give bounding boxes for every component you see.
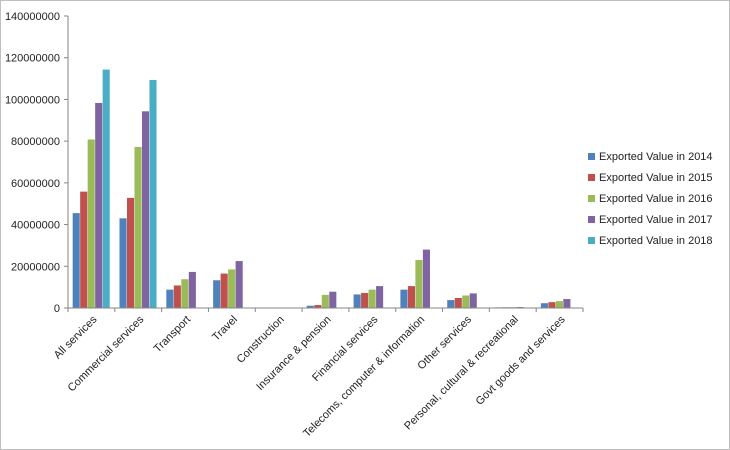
y-tick-label: 40000000 xyxy=(11,220,60,232)
bar xyxy=(555,301,563,308)
bar xyxy=(80,191,88,308)
bar xyxy=(126,197,135,308)
bar xyxy=(376,286,384,308)
legend-label: Exported Value in 2015 xyxy=(599,172,713,184)
legend-label: Exported Value in 2016 xyxy=(599,193,713,205)
x-tick-label: Transport xyxy=(152,314,193,355)
bar xyxy=(149,80,157,308)
bar xyxy=(469,293,477,308)
x-tick-label: Commercial services xyxy=(66,313,147,394)
bar xyxy=(329,291,337,308)
bar xyxy=(173,285,181,308)
bar xyxy=(213,280,221,308)
bar xyxy=(72,213,80,308)
x-tick-label: All services xyxy=(52,313,100,361)
y-tick-label: 0 xyxy=(54,303,60,315)
bar xyxy=(368,289,376,308)
bar xyxy=(188,271,196,308)
bar xyxy=(181,279,189,308)
y-tick-label: 100000000 xyxy=(5,94,60,106)
legend-swatch xyxy=(588,237,595,244)
bar xyxy=(361,292,369,308)
y-tick-label: 120000000 xyxy=(5,53,60,65)
bar xyxy=(87,139,95,308)
bar xyxy=(235,261,243,308)
x-tick-label: Travel xyxy=(210,314,240,344)
bar xyxy=(166,289,174,308)
y-tick-label: 140000000 xyxy=(5,11,60,23)
y-axis: 0 20000000 40000000 60000000 80000000 1000000… xyxy=(5,11,69,315)
bar xyxy=(540,303,548,308)
bar xyxy=(228,269,236,308)
legend-swatch xyxy=(588,153,595,160)
y-tick-label: 20000000 xyxy=(11,261,60,273)
bar xyxy=(321,294,329,308)
bar xyxy=(141,111,150,308)
x-tick-label: Construction xyxy=(235,314,287,366)
bar xyxy=(220,273,228,308)
legend-label: Exported Value in 2014 xyxy=(599,151,713,163)
bar xyxy=(462,295,470,308)
y-tick-label: 80000000 xyxy=(11,136,60,148)
bar xyxy=(548,302,556,308)
legend-swatch xyxy=(588,174,595,181)
y-tick-label: 60000000 xyxy=(11,178,60,190)
bar xyxy=(102,69,110,308)
bar xyxy=(306,305,314,308)
bar xyxy=(353,294,361,308)
bars xyxy=(72,69,571,308)
bar xyxy=(134,146,142,308)
legend-label: Exported Value in 2017 xyxy=(599,214,713,226)
legend-swatch xyxy=(588,195,595,202)
bar xyxy=(400,289,408,308)
legend: Exported Value in 2014 Exported Value in … xyxy=(588,151,713,247)
bar xyxy=(119,218,127,308)
legend-swatch xyxy=(588,216,595,223)
bar xyxy=(314,305,322,308)
bar xyxy=(415,260,423,308)
bar xyxy=(563,299,571,308)
bar xyxy=(454,297,462,308)
bar xyxy=(407,286,415,308)
bar xyxy=(447,300,455,308)
bar xyxy=(422,249,430,308)
x-tick-label: Govt goods and services xyxy=(474,313,568,407)
legend-label: Exported Value in 2018 xyxy=(599,235,713,247)
bar xyxy=(95,102,103,308)
